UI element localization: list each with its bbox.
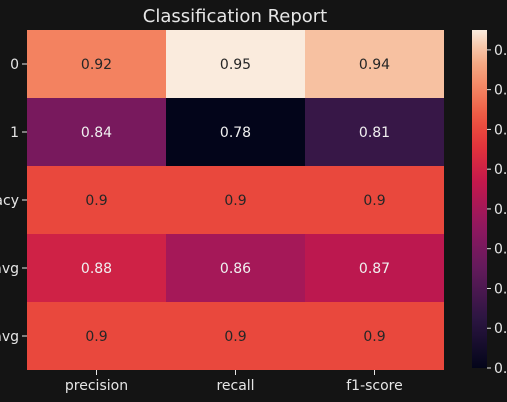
heatmap-cell: [166, 98, 305, 166]
heatmap-cell: [27, 30, 166, 98]
heatmap-cell: [305, 302, 444, 370]
y-tick-label: macro avg: [0, 261, 19, 277]
cell-value-label: 0.95: [220, 57, 251, 73]
cell-value-label: 0.87: [359, 261, 390, 277]
cell-value-label: 0.86: [220, 261, 251, 277]
heatmap-cells: 0.92 0.95 0.94 0.84 0.78 0.81 0.9 0.9 0.9 0.88 0.8…: [27, 30, 444, 370]
colorbar-tick-label: 0.80: [494, 321, 507, 337]
cell-value-label: 0.9: [363, 193, 385, 209]
colorbar-tick-label: 0.86: [494, 202, 507, 218]
heatmap-cell: [27, 234, 166, 302]
heatmap-cell: [166, 30, 305, 98]
cell-value-label: 0.9: [85, 329, 107, 345]
cell-value-label: 0.81: [359, 125, 390, 141]
cell-value-label: 0.92: [81, 57, 112, 73]
heatmap-cell: [166, 234, 305, 302]
y-tick-label: weighted avg: [0, 329, 19, 345]
x-tick-labels: precision recall f1-score: [65, 370, 403, 394]
heatmap-cell: [305, 234, 444, 302]
colorbar-tick-label: 0.90: [494, 122, 507, 138]
cell-value-label: 0.9: [224, 329, 246, 345]
heatmap-cell: [166, 302, 305, 370]
heatmap-cell: [27, 98, 166, 166]
cell-value-label: 0.84: [81, 125, 112, 141]
cell-value-label: 0.78: [220, 125, 251, 141]
colorbar-gradient: [472, 30, 487, 368]
heatmap-cell: [305, 166, 444, 234]
x-tick-label: recall: [216, 378, 254, 394]
heatmap-cell: [27, 166, 166, 234]
x-tick-label: f1-score: [346, 378, 403, 394]
heatmap-cell: [166, 166, 305, 234]
colorbar-tick-label: 0.92: [494, 83, 507, 99]
colorbar: 0.78 0.80 0.82 0.84 0.86 0.88 0.90 0.92 0.94: [472, 30, 507, 377]
cell-value-label: 0.9: [363, 329, 385, 345]
colorbar-tick-label: 0.82: [494, 281, 507, 297]
chart-title: Classification Report: [143, 6, 328, 27]
colorbar-tick-label: 0.88: [494, 162, 507, 178]
colorbar-tick-label: 0.84: [494, 242, 507, 258]
heatmap-cell: [27, 302, 166, 370]
y-tick-label: accuracy: [0, 193, 19, 209]
cell-value-label: 0.88: [81, 261, 112, 277]
colorbar-tick-label: 0.78: [494, 361, 507, 377]
x-tick-label: precision: [65, 378, 128, 394]
cell-value-label: 0.94: [359, 57, 390, 73]
y-tick-label: 0: [10, 57, 19, 73]
heatmap-cell: [305, 98, 444, 166]
cell-value-label: 0.9: [224, 193, 246, 209]
y-tick-labels: 0 1 accuracy macro avg weighted avg: [0, 57, 27, 345]
heatmap-cell: [305, 30, 444, 98]
cell-value-label: 0.9: [85, 193, 107, 209]
colorbar-tick-label: 0.94: [494, 43, 507, 59]
y-tick-label: 1: [10, 125, 19, 141]
